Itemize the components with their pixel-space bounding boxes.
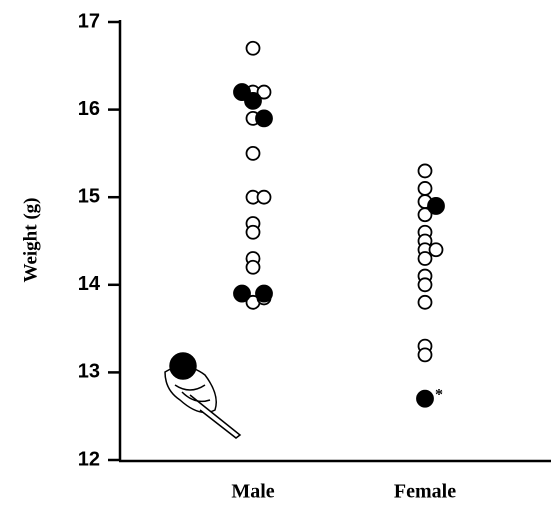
- data-point: [419, 182, 432, 195]
- data-point: [256, 110, 272, 126]
- data-point: [258, 191, 271, 204]
- data-point: [256, 286, 272, 302]
- bird-illustration: [165, 353, 240, 438]
- data-point: [247, 261, 260, 274]
- annotation: *: [435, 386, 443, 403]
- y-tick-label: 14: [78, 273, 101, 295]
- data-point: [419, 164, 432, 177]
- data-point: [428, 198, 444, 214]
- data-point: [247, 42, 260, 55]
- data-point: [430, 243, 443, 256]
- data-point: [419, 252, 432, 265]
- data-point: [234, 286, 250, 302]
- y-tick-label: 17: [78, 10, 100, 32]
- y-axis-label: Weight (g): [20, 198, 41, 283]
- y-tick-label: 13: [78, 361, 100, 383]
- x-tick-label: Female: [394, 481, 456, 503]
- data-point: [245, 93, 261, 109]
- x-tick-label: Male: [231, 481, 274, 503]
- data-point: [419, 278, 432, 291]
- y-tick-label: 16: [78, 98, 100, 120]
- y-tick-label: 15: [78, 185, 100, 207]
- data-point: [247, 147, 260, 160]
- data-point: [419, 296, 432, 309]
- data-point: [417, 391, 433, 407]
- chart: Weight (g) 12 13 14 15 16 17 Male Female *: [0, 0, 551, 505]
- data-point: [419, 348, 432, 361]
- data-point: [247, 226, 260, 239]
- y-tick-label: 12: [78, 448, 100, 470]
